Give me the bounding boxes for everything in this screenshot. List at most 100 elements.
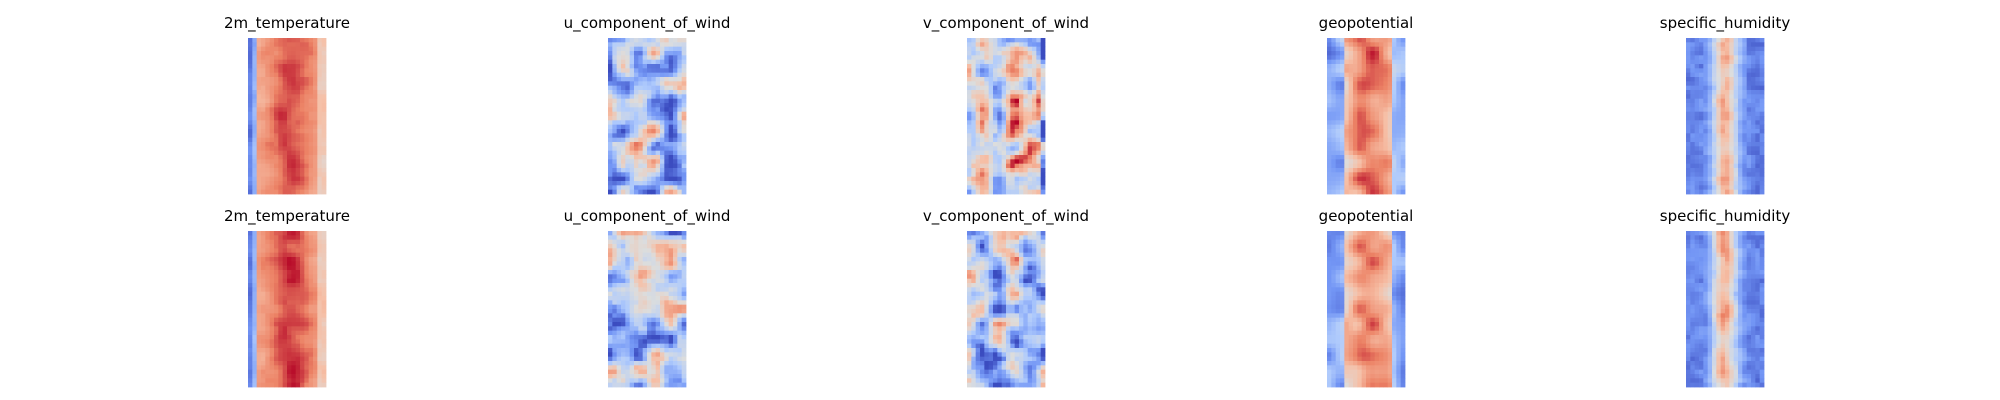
heatmap-cell	[993, 55, 998, 61]
heatmap-cell	[975, 296, 981, 301]
heatmap-cell	[625, 116, 631, 121]
heatmap-cell	[317, 361, 323, 366]
heatmap-cell	[313, 326, 318, 332]
heatmap-cell	[664, 98, 670, 104]
heatmap-cell	[1010, 300, 1016, 306]
heatmap-cell	[1001, 51, 1007, 56]
heatmap-cell	[668, 322, 674, 327]
heatmap-cell	[1032, 77, 1037, 82]
heatmap-cell	[993, 133, 998, 139]
heatmap-cell	[677, 265, 683, 271]
heatmap-cell	[1725, 146, 1730, 152]
heatmap-cell	[300, 124, 305, 130]
heatmap-cell	[1335, 185, 1341, 191]
heatmap-cell	[1014, 291, 1020, 297]
heatmap-cell	[997, 46, 1003, 52]
heatmap-cell	[634, 382, 639, 388]
heatmap-cell	[1738, 124, 1743, 130]
heatmap-cell	[612, 252, 618, 258]
heatmap-cell	[1036, 98, 1042, 104]
heatmap-cell	[1335, 137, 1341, 143]
heatmap-cell	[278, 68, 284, 74]
heatmap-cell	[1716, 129, 1722, 134]
heatmap-cell	[1703, 146, 1709, 152]
heatmap-cell	[677, 322, 683, 327]
heatmap-cell	[274, 111, 279, 117]
heatmap-cell	[1387, 68, 1393, 74]
heatmap-cell	[1712, 120, 1717, 126]
heatmap-cell	[677, 352, 683, 358]
heatmap-cell	[1027, 270, 1033, 275]
heatmap-cell	[269, 120, 275, 126]
heatmap-cell	[1383, 172, 1389, 178]
heatmap-cell	[1759, 168, 1765, 173]
heatmap-cell	[1387, 176, 1393, 182]
heatmap-cell	[638, 374, 644, 379]
heatmap-cell	[993, 172, 998, 178]
heatmap-cell	[1032, 85, 1037, 91]
heatmap-cell	[997, 274, 1003, 280]
heatmap-cell	[1010, 129, 1016, 134]
heatmap-cell	[681, 296, 687, 301]
heatmap-cell	[638, 189, 644, 195]
heatmap-cell	[1379, 90, 1384, 95]
heatmap-cell	[1010, 64, 1016, 69]
heatmap-cell	[1716, 38, 1722, 43]
heatmap-cell	[1006, 283, 1011, 288]
heatmap-cell	[287, 124, 292, 130]
heatmap-cell	[317, 81, 323, 87]
heatmap-cell	[248, 287, 253, 293]
heatmap-cell	[304, 231, 310, 236]
heatmap-cell	[1733, 77, 1739, 82]
heatmap-cell	[980, 72, 985, 78]
heatmap-cell	[261, 68, 266, 74]
heatmap-cell	[634, 235, 639, 241]
heatmap-cell	[1344, 185, 1350, 191]
heatmap-cell	[1374, 137, 1380, 143]
heatmap-cell	[1340, 111, 1345, 117]
heatmap-cell	[1694, 38, 1700, 43]
heatmap-cell	[673, 326, 678, 332]
heatmap-cell	[1027, 72, 1033, 78]
heatmap-cell	[1690, 168, 1696, 173]
heatmap-cell	[1370, 137, 1376, 143]
heatmap-cell	[638, 94, 644, 100]
heatmap-cell	[1703, 59, 1709, 65]
heatmap-cell	[1686, 111, 1691, 117]
heatmap-cell	[261, 378, 266, 384]
heatmap-cell	[660, 42, 665, 48]
heatmap-cell	[1001, 111, 1007, 117]
heatmap-cell	[673, 185, 678, 191]
heatmap-cell	[1014, 72, 1020, 78]
heatmap-cell	[317, 352, 323, 358]
heatmap-cell	[988, 163, 994, 169]
heatmap-cell	[660, 296, 665, 301]
heatmap-cell	[1019, 283, 1024, 288]
heatmap-cell	[274, 339, 279, 345]
heatmap-cell	[1699, 81, 1704, 87]
heatmap-cell	[1699, 38, 1704, 43]
heatmap-cell	[317, 274, 323, 280]
heatmap-cell	[980, 68, 985, 74]
heatmap-cell	[967, 68, 972, 74]
heatmap-cell	[252, 252, 258, 258]
heatmap-cell	[621, 274, 626, 280]
heatmap-cell	[1733, 129, 1739, 134]
heatmap-cell	[608, 172, 613, 178]
heatmap-cell	[612, 369, 618, 375]
heatmap-cell	[664, 261, 670, 267]
heatmap-cell	[252, 185, 258, 191]
heatmap-cell	[1361, 116, 1367, 121]
heatmap-cell	[612, 77, 618, 82]
heatmap-cell	[677, 120, 683, 126]
heatmap-cell	[681, 326, 687, 332]
heatmap-cell	[291, 142, 297, 147]
heatmap-cell	[321, 248, 327, 254]
heatmap-cell	[621, 326, 626, 332]
heatmap-cell	[629, 124, 635, 130]
heatmap-cell	[274, 168, 279, 173]
heatmap-cell	[629, 107, 635, 113]
heatmap-cell	[1370, 155, 1376, 160]
heatmap-cell	[647, 257, 652, 262]
heatmap-cell	[287, 322, 292, 327]
